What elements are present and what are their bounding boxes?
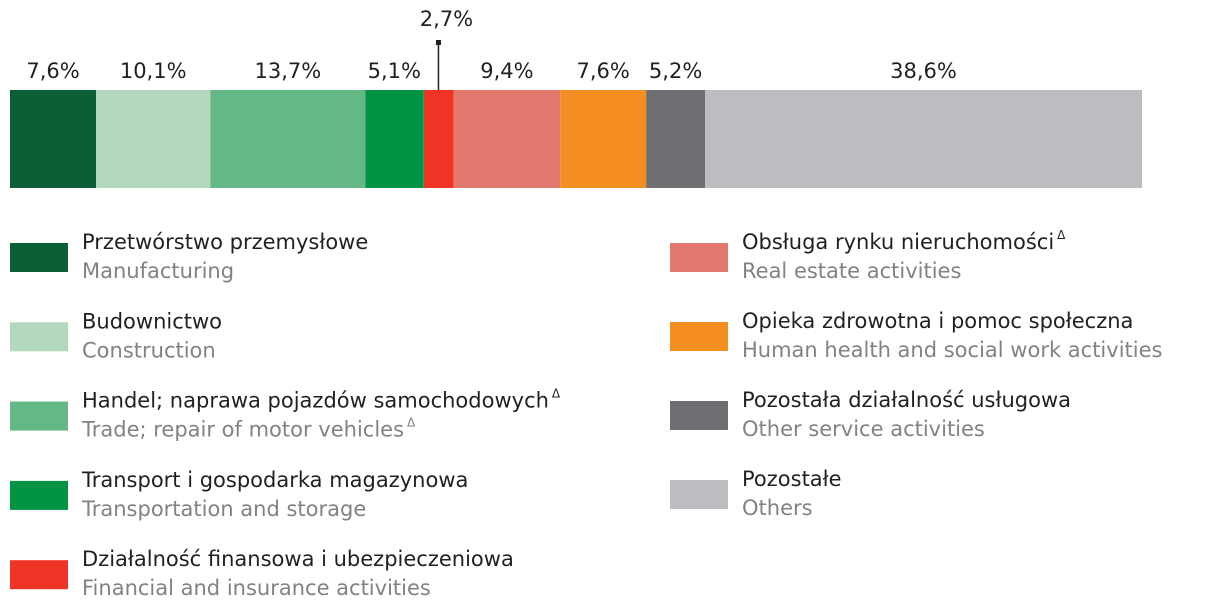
value-label: 13,7%: [255, 59, 322, 83]
bar-segment: [560, 90, 647, 188]
legend-label-en: Human health and social work activities: [742, 338, 1162, 362]
legend-name: Opieka zdrowotna i pomoc społeczna: [742, 309, 1133, 333]
legend-swatch: [670, 322, 728, 351]
bar-segment: [210, 90, 366, 188]
legend-label: Przetwórstwo przemysłowe: [82, 230, 368, 254]
legend-label-en: Manufacturing: [82, 259, 234, 283]
legend-name: Pozostałe: [742, 467, 842, 491]
legend-name-en: Trade; repair of motor vehicles: [81, 418, 404, 442]
legend-name-en: Human health and social work activities: [742, 338, 1162, 362]
value-label: 38,6%: [890, 59, 957, 83]
legend-name-en: Financial and insurance activities: [82, 576, 431, 600]
legend-name: Przetwórstwo przemysłowe: [82, 230, 368, 254]
leader-dot: [435, 40, 441, 45]
legend-label: Pozostałe: [742, 467, 842, 491]
bar-segment: [10, 90, 97, 188]
legend-name: Handel; naprawa pojazdów samochodowych: [82, 389, 549, 413]
legend-name: Obsługa rynku nieruchomości: [742, 230, 1054, 254]
legend-label: Transport i gospodarka magazynowa: [81, 468, 468, 492]
legend-label: Handel; naprawa pojazdów samochodowych Δ: [82, 386, 561, 413]
value-label: 7,6%: [26, 59, 79, 83]
bar-segment: [453, 90, 561, 188]
value-label: 7,6%: [576, 59, 629, 83]
legend-swatch: [10, 401, 68, 431]
bar-segment: [646, 90, 706, 188]
legend-label-en: Construction: [82, 338, 216, 362]
legend-name-en: Others: [742, 496, 813, 520]
value-label: 10,1%: [120, 59, 187, 83]
note-mark: Δ: [552, 386, 561, 400]
legend-swatch: [10, 322, 68, 352]
value-label: 2,7%: [420, 7, 473, 31]
legend-swatch: [10, 243, 68, 272]
value-label: 9,4%: [480, 59, 533, 83]
legend-label-en: Real estate activities: [742, 259, 961, 283]
legend-label-en: Others: [742, 496, 813, 520]
legend-swatch: [10, 560, 68, 590]
note-mark: Δ: [407, 415, 416, 429]
legend-name: Budownictwo: [82, 309, 222, 333]
legend-name-en: Other service activities: [742, 417, 985, 441]
legend-name: Pozostała działalność usługowa: [742, 388, 1071, 412]
legend-name-en: Construction: [82, 338, 216, 362]
legend-label: Opieka zdrowotna i pomoc społeczna: [742, 309, 1133, 333]
legend-swatch: [10, 480, 68, 510]
legend-label-en: Financial and insurance activities: [82, 576, 431, 600]
legend-swatch: [670, 243, 728, 272]
bar-segment: [423, 90, 454, 188]
legend-label: Budownictwo: [82, 309, 222, 333]
legend-name-en: Manufacturing: [82, 259, 234, 283]
legend-label-en: Other service activities: [742, 417, 985, 441]
legend-label-en: Trade; repair of motor vehicles Δ: [81, 415, 416, 442]
legend-label: Pozostała działalność usługowa: [742, 388, 1071, 412]
legend-name-en: Real estate activities: [742, 259, 961, 283]
bar-segment: [705, 90, 1142, 188]
legend-swatch: [670, 480, 728, 509]
bar-segment: [96, 90, 211, 188]
legend-name-en: Transportation and storage: [81, 497, 366, 521]
legend-label-en: Transportation and storage: [81, 497, 366, 521]
legend-swatch: [670, 401, 728, 430]
legend-name: Transport i gospodarka magazynowa: [81, 468, 468, 492]
legend-name: Działalność finansowa i ubezpieczeniowa: [82, 547, 514, 571]
note-mark: Δ: [1057, 228, 1066, 242]
value-label: 5,2%: [649, 59, 702, 83]
legend-label: Działalność finansowa i ubezpieczeniowa: [82, 547, 514, 571]
legend-label: Obsługa rynku nieruchomości Δ: [742, 228, 1066, 255]
bar-segment: [365, 90, 424, 188]
value-label: 5,1%: [368, 59, 421, 83]
